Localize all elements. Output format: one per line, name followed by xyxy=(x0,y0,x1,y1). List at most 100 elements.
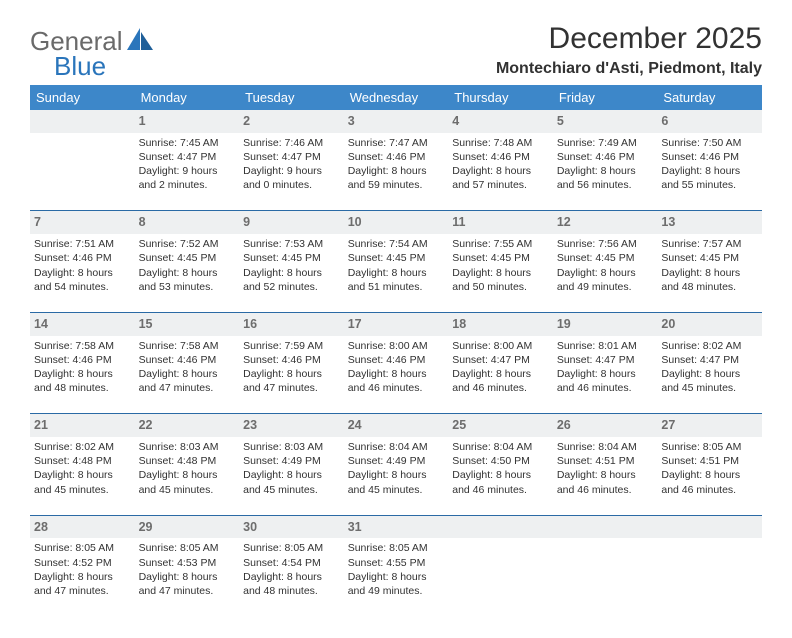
day-cell: Sunrise: 7:51 AMSunset: 4:46 PMDaylight:… xyxy=(30,234,135,312)
day-cell: Sunrise: 8:01 AMSunset: 4:47 PMDaylight:… xyxy=(553,336,658,414)
day-body: Sunrise: 7:51 AMSunset: 4:46 PMDaylight:… xyxy=(34,237,131,294)
daylight-text: Daylight: 8 hours and 46 minutes. xyxy=(348,367,445,395)
daynum-cell: 24 xyxy=(344,414,449,437)
day-cell: Sunrise: 8:04 AMSunset: 4:49 PMDaylight:… xyxy=(344,437,449,515)
day-cell xyxy=(30,133,135,211)
daylight-text: Daylight: 8 hours and 45 minutes. xyxy=(243,468,340,496)
sunrise-text: Sunrise: 7:57 AM xyxy=(661,237,758,251)
day-body: Sunrise: 7:58 AMSunset: 4:46 PMDaylight:… xyxy=(139,339,236,396)
sunrise-text: Sunrise: 7:58 AM xyxy=(34,339,131,353)
daynum-cell: 29 xyxy=(135,515,240,538)
day-number: 7 xyxy=(34,214,131,231)
sunset-text: Sunset: 4:49 PM xyxy=(243,454,340,468)
day-cell: Sunrise: 7:48 AMSunset: 4:46 PMDaylight:… xyxy=(448,133,553,211)
day-number: 2 xyxy=(243,113,340,130)
sunrise-text: Sunrise: 7:49 AM xyxy=(557,136,654,150)
day-cell: Sunrise: 7:54 AMSunset: 4:45 PMDaylight:… xyxy=(344,234,449,312)
day-body: Sunrise: 8:00 AMSunset: 4:47 PMDaylight:… xyxy=(452,339,549,396)
day-cell: Sunrise: 8:05 AMSunset: 4:54 PMDaylight:… xyxy=(239,538,344,616)
day-body: Sunrise: 8:02 AMSunset: 4:48 PMDaylight:… xyxy=(34,440,131,497)
day-number: 8 xyxy=(139,214,236,231)
sunrise-text: Sunrise: 7:56 AM xyxy=(557,237,654,251)
day-body: Sunrise: 7:50 AMSunset: 4:46 PMDaylight:… xyxy=(661,136,758,193)
day-cell: Sunrise: 7:56 AMSunset: 4:45 PMDaylight:… xyxy=(553,234,658,312)
sunset-text: Sunset: 4:53 PM xyxy=(139,556,236,570)
daynum-cell: 3 xyxy=(344,110,449,133)
daylight-text: Daylight: 8 hours and 46 minutes. xyxy=(557,367,654,395)
sunset-text: Sunset: 4:49 PM xyxy=(348,454,445,468)
day-number: 6 xyxy=(661,113,758,130)
week-row: Sunrise: 8:02 AMSunset: 4:48 PMDaylight:… xyxy=(30,437,762,515)
daylight-text: Daylight: 8 hours and 45 minutes. xyxy=(34,468,131,496)
daynum-cell: 10 xyxy=(344,211,449,234)
sunrise-text: Sunrise: 7:46 AM xyxy=(243,136,340,150)
sunset-text: Sunset: 4:48 PM xyxy=(139,454,236,468)
weekday-header: Sunday xyxy=(30,85,135,110)
sunrise-text: Sunrise: 8:00 AM xyxy=(348,339,445,353)
daylight-text: Daylight: 8 hours and 48 minutes. xyxy=(243,570,340,598)
sunset-text: Sunset: 4:45 PM xyxy=(243,251,340,265)
daylight-text: Daylight: 8 hours and 48 minutes. xyxy=(661,266,758,294)
daynum-cell: 20 xyxy=(657,312,762,335)
calendar-page: General Blue December 2025 Montechiaro d… xyxy=(0,0,792,638)
day-cell: Sunrise: 8:05 AMSunset: 4:51 PMDaylight:… xyxy=(657,437,762,515)
sunset-text: Sunset: 4:47 PM xyxy=(452,353,549,367)
daynum-row: 28293031 xyxy=(30,515,762,538)
sunrise-text: Sunrise: 8:05 AM xyxy=(34,541,131,555)
day-body: Sunrise: 7:47 AMSunset: 4:46 PMDaylight:… xyxy=(348,136,445,193)
daylight-text: Daylight: 8 hours and 45 minutes. xyxy=(661,367,758,395)
day-body: Sunrise: 8:03 AMSunset: 4:48 PMDaylight:… xyxy=(139,440,236,497)
sunrise-text: Sunrise: 8:01 AM xyxy=(557,339,654,353)
daynum-row: 78910111213 xyxy=(30,211,762,234)
page-header: General Blue December 2025 Montechiaro d… xyxy=(30,22,762,79)
day-number: 19 xyxy=(557,316,654,333)
sunset-text: Sunset: 4:46 PM xyxy=(348,353,445,367)
daylight-text: Daylight: 8 hours and 53 minutes. xyxy=(139,266,236,294)
page-title: December 2025 xyxy=(496,22,762,56)
daynum-cell: 19 xyxy=(553,312,658,335)
week-row: Sunrise: 7:51 AMSunset: 4:46 PMDaylight:… xyxy=(30,234,762,312)
day-body: Sunrise: 7:48 AMSunset: 4:46 PMDaylight:… xyxy=(452,136,549,193)
brand-text: General Blue xyxy=(30,28,153,79)
daylight-text: Daylight: 8 hours and 51 minutes. xyxy=(348,266,445,294)
weekday-header: Wednesday xyxy=(344,85,449,110)
location-text: Montechiaro d'Asti, Piedmont, Italy xyxy=(496,60,762,78)
sunrise-text: Sunrise: 7:45 AM xyxy=(139,136,236,150)
day-number: 1 xyxy=(139,113,236,130)
daylight-text: Daylight: 8 hours and 50 minutes. xyxy=(452,266,549,294)
day-body: Sunrise: 7:55 AMSunset: 4:45 PMDaylight:… xyxy=(452,237,549,294)
sunset-text: Sunset: 4:46 PM xyxy=(34,353,131,367)
sunrise-text: Sunrise: 8:04 AM xyxy=(452,440,549,454)
brand-blue: Blue xyxy=(54,53,153,79)
day-body: Sunrise: 7:58 AMSunset: 4:46 PMDaylight:… xyxy=(34,339,131,396)
daylight-text: Daylight: 8 hours and 47 minutes. xyxy=(139,367,236,395)
daynum-cell: 14 xyxy=(30,312,135,335)
day-body: Sunrise: 7:57 AMSunset: 4:45 PMDaylight:… xyxy=(661,237,758,294)
sunrise-text: Sunrise: 8:00 AM xyxy=(452,339,549,353)
sunset-text: Sunset: 4:52 PM xyxy=(34,556,131,570)
sunset-text: Sunset: 4:46 PM xyxy=(34,251,131,265)
sunrise-text: Sunrise: 8:05 AM xyxy=(139,541,236,555)
day-cell: Sunrise: 8:04 AMSunset: 4:50 PMDaylight:… xyxy=(448,437,553,515)
week-row: Sunrise: 7:45 AMSunset: 4:47 PMDaylight:… xyxy=(30,133,762,211)
day-number: 23 xyxy=(243,417,340,434)
day-body: Sunrise: 8:05 AMSunset: 4:52 PMDaylight:… xyxy=(34,541,131,598)
daylight-text: Daylight: 8 hours and 55 minutes. xyxy=(661,164,758,192)
sunrise-text: Sunrise: 8:03 AM xyxy=(139,440,236,454)
day-number: 26 xyxy=(557,417,654,434)
day-number: 18 xyxy=(452,316,549,333)
day-cell: Sunrise: 7:53 AMSunset: 4:45 PMDaylight:… xyxy=(239,234,344,312)
sunrise-text: Sunrise: 7:54 AM xyxy=(348,237,445,251)
day-cell xyxy=(657,538,762,616)
sunrise-text: Sunrise: 7:48 AM xyxy=(452,136,549,150)
week-row: Sunrise: 7:58 AMSunset: 4:46 PMDaylight:… xyxy=(30,336,762,414)
sunset-text: Sunset: 4:51 PM xyxy=(661,454,758,468)
day-number: 14 xyxy=(34,316,131,333)
calendar-table: Sunday Monday Tuesday Wednesday Thursday… xyxy=(30,85,762,616)
day-number: 5 xyxy=(557,113,654,130)
sunrise-text: Sunrise: 7:50 AM xyxy=(661,136,758,150)
daynum-cell: 18 xyxy=(448,312,553,335)
day-number: 29 xyxy=(139,519,236,536)
day-cell: Sunrise: 7:52 AMSunset: 4:45 PMDaylight:… xyxy=(135,234,240,312)
daylight-text: Daylight: 8 hours and 49 minutes. xyxy=(557,266,654,294)
